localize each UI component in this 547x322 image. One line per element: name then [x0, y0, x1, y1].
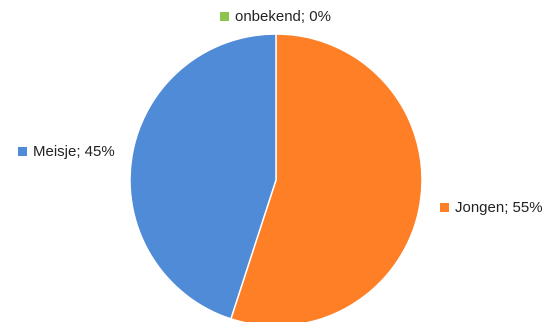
swatch-jongen	[440, 203, 449, 212]
swatch-onbekend	[220, 12, 229, 21]
data-label-jongen-text: Jongen; 55%	[455, 199, 543, 216]
swatch-meisje	[18, 147, 27, 156]
data-label-onbekend: onbekend; 0%	[220, 8, 331, 25]
pie-slice-jongen	[229, 33, 423, 322]
data-label-meisje: Meisje; 45%	[18, 143, 115, 160]
data-label-meisje-text: Meisje; 45%	[33, 143, 115, 160]
pie-slice-meisje	[129, 33, 277, 320]
pie-slices	[129, 33, 423, 322]
data-label-onbekend-text: onbekend; 0%	[235, 8, 331, 25]
data-label-jongen: Jongen; 55%	[440, 199, 543, 216]
